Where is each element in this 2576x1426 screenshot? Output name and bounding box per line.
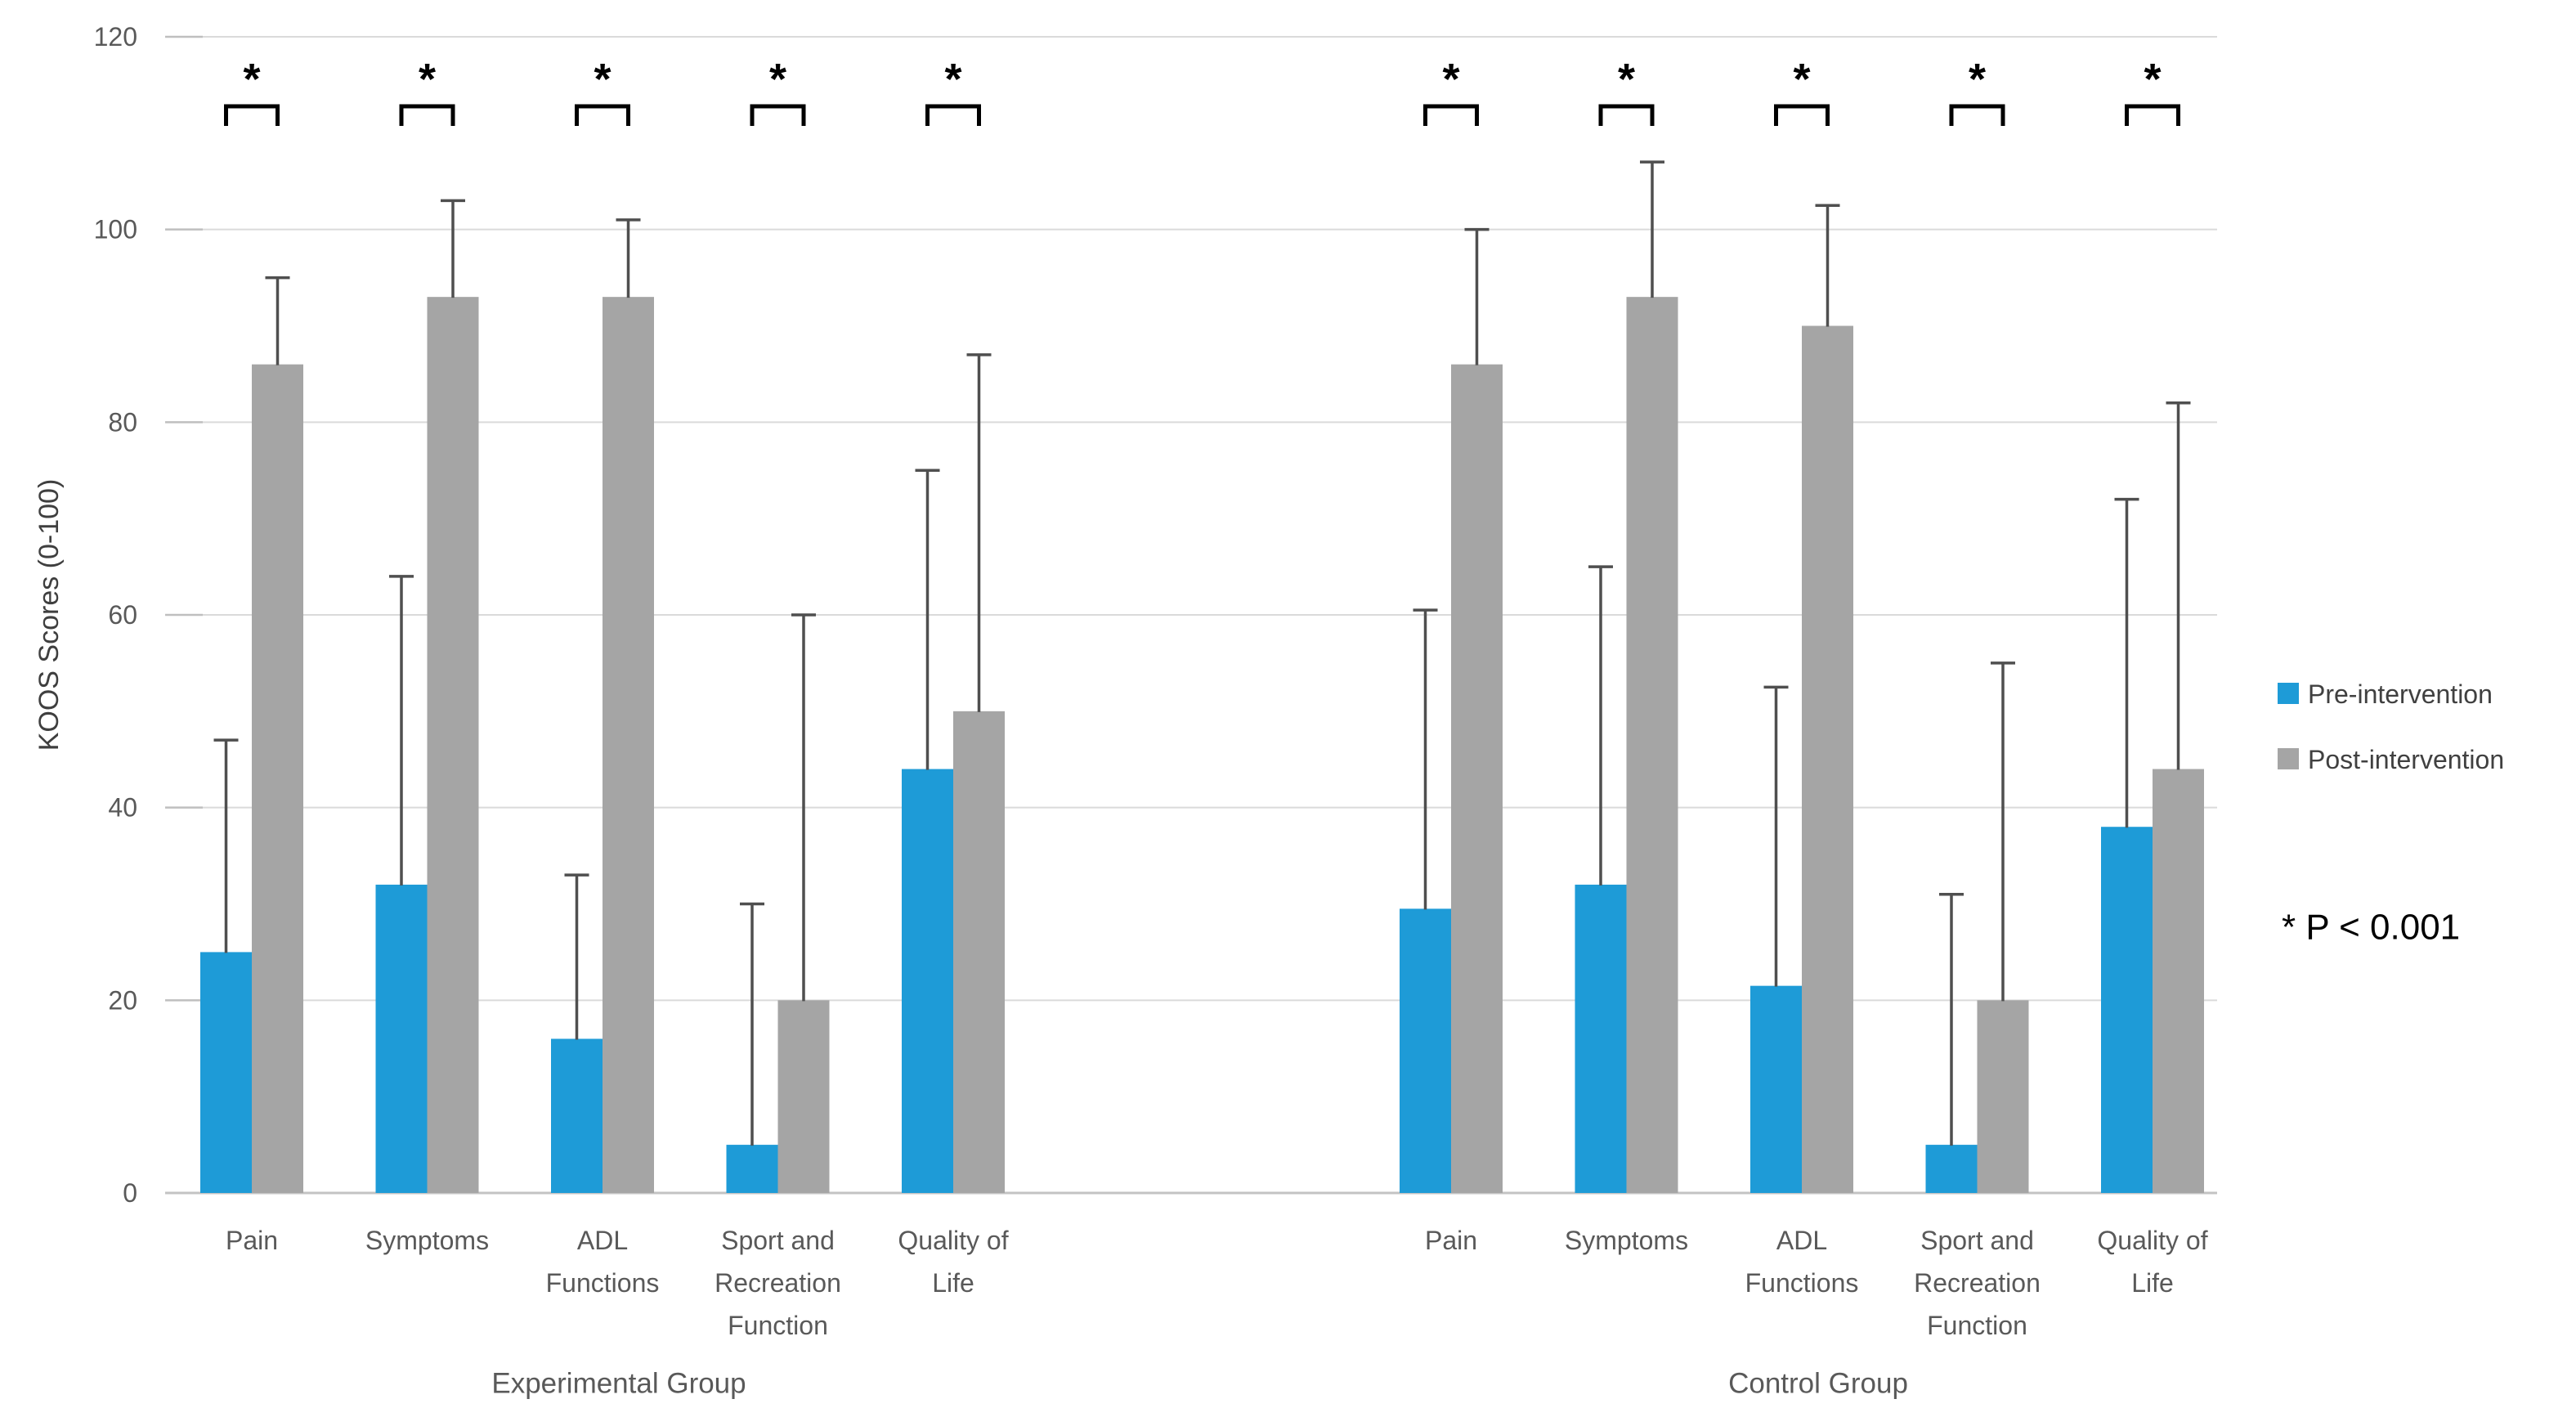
sig-asterisk-experimental-group-adl-functions: * [594, 55, 611, 104]
sig-asterisk-experimental-group-pain: * [243, 55, 260, 104]
sig-bracket-control-group-adl-functions [1774, 104, 1830, 126]
bar-experimental-group-symptoms-post [427, 297, 479, 1193]
bar-experimental-group-adl-functions-pre [551, 1038, 603, 1193]
bar-experimental-group-quality-of-life-pre [902, 769, 953, 1193]
category-label-experimental-group-adl-functions: ADL Functions [546, 1226, 660, 1298]
y-tick-label-80: 80 [108, 407, 137, 437]
bar-experimental-group-pain-pre [200, 952, 252, 1193]
bar-control-group-pain-post [1451, 364, 1503, 1194]
bar-control-group-quality-of-life-post [2153, 769, 2204, 1193]
y-tick-label-120: 120 [94, 22, 137, 52]
group-label-experimental: Experimental Group [491, 1368, 746, 1400]
category-label-control-group-sport-and-recreation-function: Sport and Recreation Function [1914, 1226, 2041, 1340]
significance-layer: * * * * * * * * * * [224, 55, 2180, 126]
sig-asterisk-control-group-sport-and-recreation-function: * [1969, 55, 1986, 104]
y-tick-label-60: 60 [108, 600, 137, 630]
category-label-control-group-quality-of-life: Quality of Life [2097, 1226, 2207, 1298]
legend-label-post-intervention: Post-intervention [2308, 745, 2504, 774]
bar-experimental-group-sport-and-recreation-function-pre [726, 1145, 778, 1193]
category-label-control-group-adl-functions: ADL Functions [1745, 1226, 1859, 1298]
sig-asterisk-control-group-quality-of-life: * [2144, 55, 2161, 104]
bar-control-group-quality-of-life-pre [2101, 827, 2153, 1193]
category-label-experimental-group-sport-and-recreation-function: Sport and Recreation Function [715, 1226, 841, 1340]
group-label-control: Control Group [1728, 1368, 1908, 1400]
bar-control-group-adl-functions-pre [1750, 985, 1802, 1193]
y-axis-title: KOOS Scores (0-100) [34, 479, 65, 751]
bar-control-group-symptoms-pre [1575, 884, 1627, 1193]
bars-layer [200, 297, 2204, 1194]
y-tick-labels-layer: 0 20 40 60 80 100 120 [94, 22, 137, 1208]
sig-asterisk-control-group-adl-functions: * [1793, 55, 1810, 104]
y-tick-label-40: 40 [108, 793, 137, 823]
bar-control-group-sport-and-recreation-function-pre [1925, 1145, 1978, 1193]
y-tick-label-20: 20 [108, 985, 137, 1015]
sig-asterisk-experimental-group-quality-of-life: * [944, 55, 961, 104]
category-label-control-group-pain: Pain [1425, 1226, 1477, 1255]
gridlines-layer [165, 35, 2217, 1195]
bar-control-group-sport-and-recreation-function-post [1977, 1000, 2029, 1193]
bar-experimental-group-pain-post [252, 364, 303, 1194]
legend-label-pre-intervention: Pre-intervention [2308, 679, 2493, 709]
sig-asterisk-control-group-symptoms: * [1618, 55, 1635, 104]
bar-control-group-adl-functions-post [1802, 325, 1853, 1193]
sig-bracket-control-group-symptoms [1598, 104, 1655, 126]
sig-bracket-experimental-group-symptoms [399, 104, 455, 126]
bar-experimental-group-quality-of-life-post [953, 711, 1005, 1193]
category-label-experimental-group-pain: Pain [226, 1226, 278, 1255]
sig-asterisk-control-group-pain: * [1442, 55, 1459, 104]
bar-control-group-symptoms-post [1626, 297, 1678, 1193]
bar-experimental-group-adl-functions-post [603, 297, 654, 1193]
bar-experimental-group-symptoms-pre [375, 884, 428, 1193]
sig-asterisk-experimental-group-sport-and-recreation-function: * [769, 55, 786, 104]
sig-bracket-control-group-quality-of-life [2125, 104, 2180, 126]
category-label-control-group-symptoms: Symptoms [1565, 1226, 1688, 1255]
y-tick-label-100: 100 [94, 215, 137, 244]
sig-bracket-experimental-group-quality-of-life [925, 104, 981, 126]
legend-swatch-post-intervention [2278, 748, 2299, 769]
bar-control-group-pain-pre [1400, 908, 1451, 1193]
error-bars-layer [213, 160, 2191, 1146]
sig-bracket-experimental-group-sport-and-recreation-function [750, 104, 806, 126]
bar-experimental-group-sport-and-recreation-function-post [777, 1000, 830, 1193]
category-label-experimental-group-quality-of-life: Quality of Life [898, 1226, 1008, 1298]
sig-bracket-experimental-group-pain [224, 104, 280, 126]
legend: Pre-intervention Post-intervention [2278, 679, 2504, 774]
sig-bracket-control-group-pain [1423, 104, 1479, 126]
sig-bracket-control-group-sport-and-recreation-function [1949, 104, 2005, 126]
category-labels-layer: Pain Symptoms ADL Functions Sport and Recreat… [226, 1226, 2208, 1340]
sig-bracket-experimental-group-adl-functions [575, 104, 630, 126]
sig-asterisk-experimental-group-symptoms: * [419, 55, 436, 104]
y-tick-label-0: 0 [123, 1178, 137, 1208]
category-label-experimental-group-symptoms: Symptoms [365, 1226, 489, 1255]
legend-swatch-pre-intervention [2278, 683, 2299, 704]
significance-note: * P < 0.001 [2282, 908, 2460, 948]
